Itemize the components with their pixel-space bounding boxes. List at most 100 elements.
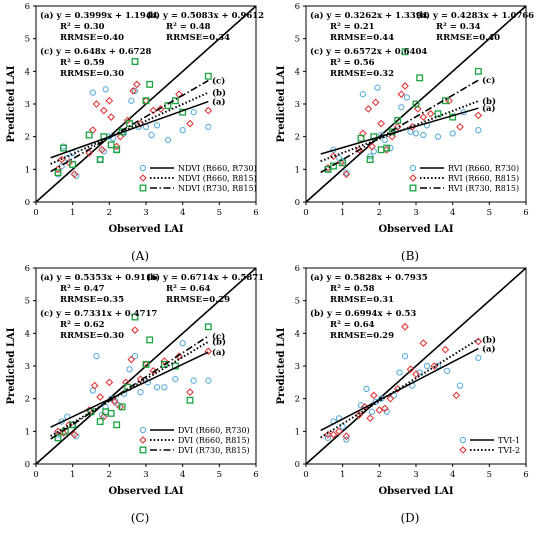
data-point bbox=[401, 353, 409, 360]
legend-marker bbox=[139, 174, 147, 182]
legend-label: TVI-2 bbox=[498, 446, 520, 455]
equation-line: (a) y = 0.5353x + 0.9116 bbox=[40, 272, 158, 283]
y-tick-label: 4 bbox=[295, 67, 300, 77]
x-tick-label: 5 bbox=[487, 470, 492, 480]
data-point bbox=[449, 130, 456, 137]
data-point bbox=[366, 156, 374, 163]
legend-marker bbox=[139, 184, 147, 192]
fit-label-1: (b) bbox=[482, 334, 496, 345]
data-point bbox=[370, 148, 377, 155]
y-tick-label: 1 bbox=[25, 165, 30, 175]
data-point bbox=[380, 404, 389, 413]
data-point bbox=[413, 105, 422, 113]
equation-line: R² = 0.48 bbox=[166, 22, 211, 32]
fit-line-0 bbox=[320, 107, 479, 155]
equation-line: RRMSE=0.44 bbox=[330, 33, 394, 43]
data-point bbox=[160, 360, 168, 368]
data-point bbox=[430, 362, 439, 370]
equation-line: R² = 0.59 bbox=[60, 58, 105, 68]
data-point bbox=[370, 133, 378, 141]
fit-line-1 bbox=[50, 340, 209, 437]
data-point bbox=[369, 391, 378, 400]
x-tick-label: 5 bbox=[217, 470, 222, 480]
y-tick-label: 6 bbox=[25, 264, 30, 274]
data-point bbox=[186, 119, 194, 128]
equation-line: (a) y = 0.5828x + 0.7935 bbox=[310, 272, 428, 283]
data-point bbox=[474, 337, 483, 346]
x-tick-label: 3 bbox=[413, 470, 418, 480]
data-point bbox=[96, 418, 104, 425]
x-tick-label: 3 bbox=[143, 208, 148, 218]
x-tick-label: 1 bbox=[340, 470, 345, 480]
x-tick-label: 0 bbox=[33, 208, 38, 218]
x-axis-label: Observed LAI bbox=[378, 486, 453, 497]
data-point bbox=[406, 365, 415, 374]
y-tick-label: 5 bbox=[25, 35, 30, 45]
equation-line: (b) y = 0.6994x + 0.53 bbox=[310, 308, 416, 319]
equation-line: RRMSE=0.40 bbox=[436, 33, 500, 43]
data-point bbox=[54, 169, 62, 177]
x-tick-label: 0 bbox=[303, 208, 308, 218]
equation-line: (b) y = 0.5083x + 0.9612 bbox=[146, 10, 264, 21]
legend-label: TVI-1 bbox=[498, 436, 520, 445]
data-point bbox=[456, 122, 464, 131]
x-tick-label: 2 bbox=[107, 470, 112, 480]
equation-line: R² = 0.56 bbox=[330, 58, 375, 68]
data-point bbox=[434, 110, 442, 118]
data-point bbox=[116, 132, 125, 141]
equation-line: RRMSE=0.35 bbox=[60, 295, 124, 305]
series-1-points bbox=[54, 80, 213, 179]
data-point bbox=[374, 84, 381, 91]
equation-line: RRMSE=0.30 bbox=[60, 331, 124, 341]
data-point bbox=[186, 388, 194, 397]
data-point bbox=[383, 144, 391, 152]
data-point bbox=[69, 160, 77, 168]
legend-marker bbox=[139, 164, 147, 172]
data-point bbox=[186, 396, 194, 404]
y-tick-label: 0 bbox=[295, 198, 300, 208]
chart-panel-a: 0 1 2 3 4 5 6 0 1 2 3 4 5 6 Observed LAI Predicted LAI (… bbox=[6, 2, 264, 263]
x-tick-label: 0 bbox=[33, 470, 38, 480]
data-point bbox=[129, 87, 138, 95]
chart-panel-b: 0 1 2 3 4 5 6 0 1 2 3 4 5 6 Observed LAI Predicted LAI (… bbox=[276, 2, 534, 263]
data-point bbox=[434, 133, 442, 140]
data-point bbox=[60, 144, 67, 152]
data-point bbox=[401, 48, 409, 56]
legend-marker bbox=[409, 184, 417, 192]
data-point bbox=[359, 91, 366, 98]
data-point bbox=[90, 381, 99, 390]
x-tick-label: 6 bbox=[253, 470, 258, 480]
data-point bbox=[475, 126, 482, 134]
y-axis-label: Predicted LAI bbox=[276, 65, 287, 142]
y-tick-label: 3 bbox=[25, 362, 30, 372]
y-axis-label: Predicted LAI bbox=[6, 327, 17, 404]
data-point bbox=[401, 82, 409, 90]
data-point bbox=[412, 370, 420, 379]
data-point bbox=[127, 355, 136, 364]
x-tick-label: 3 bbox=[413, 208, 418, 218]
data-point bbox=[368, 142, 376, 151]
data-point bbox=[375, 406, 384, 414]
data-point bbox=[335, 427, 343, 436]
data-point bbox=[54, 434, 62, 442]
data-point bbox=[205, 377, 212, 384]
data-point bbox=[110, 398, 119, 406]
chart-panel-d: 0 1 2 3 4 5 6 0 1 2 3 4 5 6 Observed LAI Predicted LAI (… bbox=[276, 264, 529, 525]
legend-marker bbox=[459, 446, 467, 454]
equation-line: R² = 0.47 bbox=[60, 284, 105, 294]
equation-line: R² = 0.62 bbox=[60, 320, 105, 330]
legend-marker bbox=[139, 436, 147, 444]
data-point bbox=[99, 106, 108, 115]
data-point bbox=[98, 145, 106, 154]
fit-label-0: (a) bbox=[482, 103, 496, 114]
x-tick-label: 0 bbox=[303, 470, 308, 480]
y-tick-label: 2 bbox=[25, 395, 30, 405]
data-point bbox=[120, 130, 128, 137]
equation-line: R² = 0.64 bbox=[166, 284, 211, 294]
x-axis-label: Observed LAI bbox=[378, 224, 453, 235]
legend-label: DVI (R660, R815) bbox=[178, 436, 250, 445]
data-point bbox=[89, 387, 96, 394]
data-point bbox=[161, 384, 168, 391]
equation-line: RRMSE=0.34 bbox=[166, 33, 230, 43]
